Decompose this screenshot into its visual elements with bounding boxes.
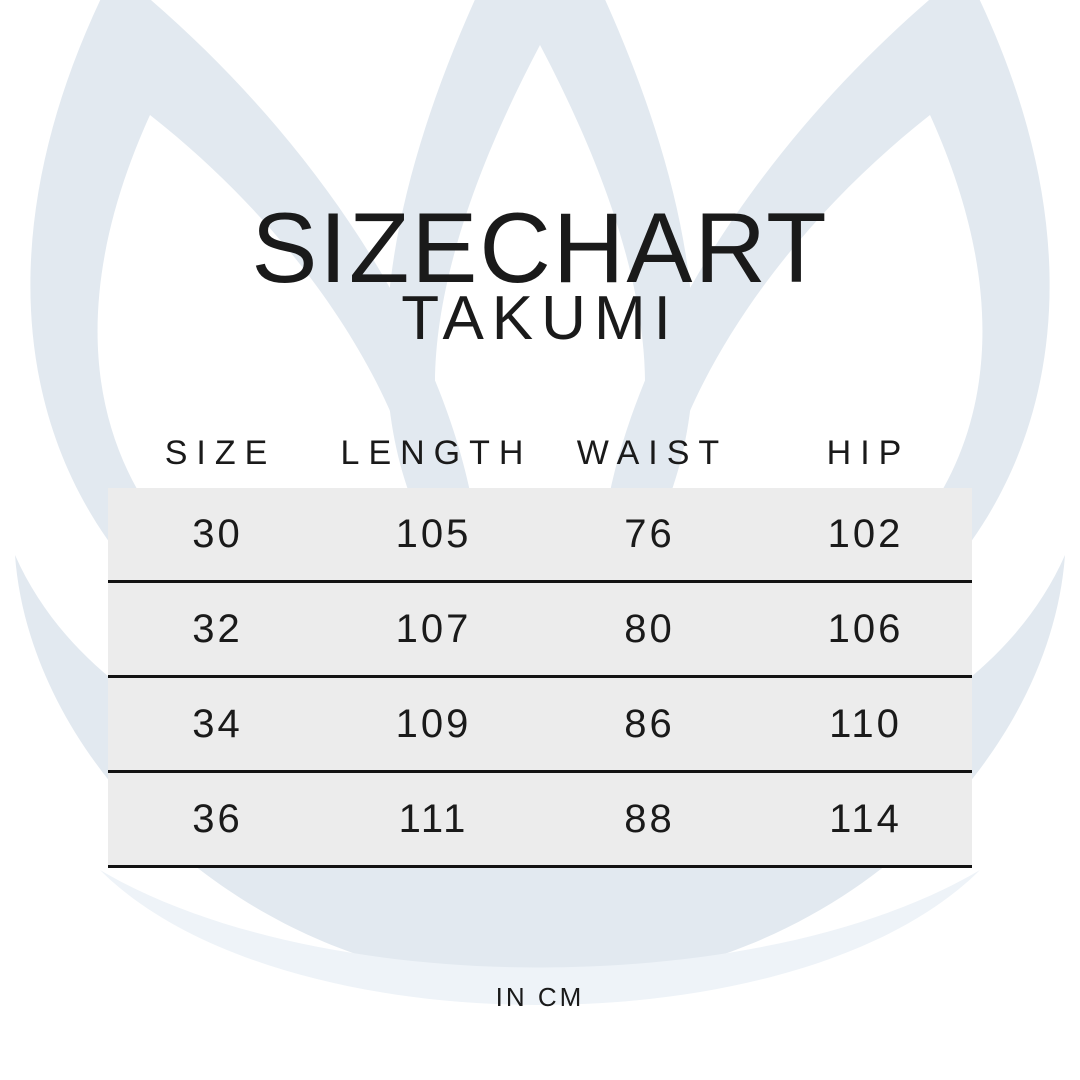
- column-header-length: LENGTH: [340, 433, 533, 472]
- table-cell-waist: 80: [624, 606, 675, 651]
- column-header-hip: HIP: [826, 433, 911, 472]
- table-cell-size: 36: [192, 796, 243, 841]
- size-table: SIZE LENGTH WAIST HIP 30 105 76 102 32 1…: [108, 418, 972, 868]
- table-cell-size: 34: [192, 701, 243, 746]
- table-cell-length: 111: [398, 796, 469, 841]
- table-row: 32 107 80 106: [108, 583, 972, 678]
- table-cell-hip: 102: [827, 511, 904, 556]
- unit-note: IN CM: [495, 982, 585, 1012]
- table-cell-length: 109: [395, 701, 472, 746]
- table-cell-length: 105: [395, 511, 472, 556]
- table-cell-hip: 114: [829, 796, 902, 841]
- table-row: 36 111 88 114: [108, 773, 972, 868]
- table-cell-size: 32: [192, 606, 243, 651]
- table-cell-hip: 106: [827, 606, 904, 651]
- column-header-waist: WAIST: [576, 433, 729, 472]
- table-row: 30 105 76 102: [108, 488, 972, 583]
- page-title: SIZECHART: [251, 192, 829, 303]
- table-cell-waist: 76: [624, 511, 675, 556]
- table-cell-length: 107: [395, 606, 472, 651]
- column-header-size: SIZE: [164, 433, 277, 472]
- table-header-row: SIZE LENGTH WAIST HIP: [108, 418, 972, 488]
- table-cell-waist: 88: [624, 796, 675, 841]
- table-cell-hip: 110: [829, 701, 902, 746]
- page-subtitle: TAKUMI: [401, 284, 679, 353]
- table-cell-size: 30: [192, 511, 243, 556]
- table-cell-waist: 86: [624, 701, 675, 746]
- table-row: 34 109 86 110: [108, 678, 972, 773]
